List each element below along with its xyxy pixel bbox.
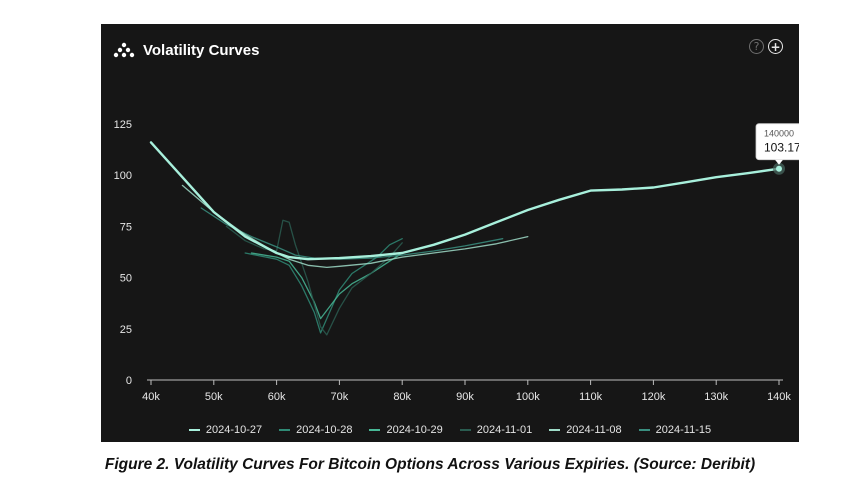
x-tick-label: 50k xyxy=(205,391,223,403)
legend-label: 2024-10-29 xyxy=(386,424,443,436)
header-icons: ? + xyxy=(749,39,783,54)
y-tick-label: 25 xyxy=(120,324,132,336)
plus-circle-icon[interactable]: + xyxy=(768,39,783,54)
x-tick-label: 70k xyxy=(331,391,349,403)
tooltip-pointer xyxy=(775,159,783,165)
legend-swatch xyxy=(638,429,650,431)
x-tick-label: 140k xyxy=(767,391,791,403)
x-tick-label: 110k xyxy=(579,391,603,403)
legend-item-2024-11-08[interactable]: 2024-11-08 xyxy=(549,424,622,436)
series-line-2024-10-28[interactable] xyxy=(244,238,403,334)
legend-swatch xyxy=(188,429,200,431)
legend-item-2024-10-27[interactable]: 2024-10-27 xyxy=(188,424,263,436)
panel-header: Volatility Curves xyxy=(113,38,259,62)
series-line-2024-10-27[interactable] xyxy=(149,141,781,261)
hover-point[interactable] xyxy=(776,165,782,172)
tooltip-value: 103.17 xyxy=(764,141,799,155)
x-axis: 40k 50k 60k 70k 80k 90k 100k 110k 120k 130k 140k xyxy=(142,379,791,403)
legend-label: 2024-10-27 xyxy=(205,424,263,436)
hover-tooltip: 140000 103.17 xyxy=(755,123,799,175)
legend-item-2024-11-15[interactable]: 2024-11-15 xyxy=(638,424,712,436)
y-tick-label: 50 xyxy=(120,273,132,285)
x-tick-label: 130k xyxy=(704,391,728,403)
triangle-dots-logo-icon xyxy=(113,42,135,58)
x-tick-label: 60k xyxy=(268,391,286,403)
y-tick-label: 100 xyxy=(114,170,132,182)
y-axis: 0 25 50 75 100 125 xyxy=(114,119,132,387)
chart-plot-area: 0 25 50 75 100 125 40k 50k 60k 70k 80k 90k 100k 110k… xyxy=(114,119,799,403)
y-tick-label: 75 xyxy=(120,221,132,233)
tooltip-label: 140000 xyxy=(764,129,794,139)
legend-item-2024-11-01[interactable]: 2024-11-01 xyxy=(459,424,533,436)
question-circle-icon[interactable]: ? xyxy=(749,39,764,54)
x-tick-label: 80k xyxy=(393,391,411,403)
legend-item-2024-10-28[interactable]: 2024-10-28 xyxy=(279,424,352,436)
x-tick-label: 40k xyxy=(142,391,160,403)
x-tick-label: 100k xyxy=(516,391,540,403)
series-line-2024-11-15[interactable] xyxy=(200,207,504,260)
legend-swatch xyxy=(369,429,381,431)
legend-swatch xyxy=(459,429,471,431)
chart-legend: 2024-10-27 2024-10-28 2024-10-29 2024-11-01… xyxy=(101,424,799,436)
series-line-2024-10-29[interactable] xyxy=(250,252,403,320)
x-tick-label: 90k xyxy=(456,391,474,403)
y-tick-label: 125 xyxy=(114,119,132,131)
y-tick-label: 0 xyxy=(126,375,132,387)
volatility-chart-panel: Volatility Curves ? + 0 25 50 75 100 125 40k 5… xyxy=(101,24,799,442)
x-tick-label: 120k xyxy=(641,391,665,403)
series-lines xyxy=(149,141,781,336)
legend-swatch xyxy=(279,429,291,431)
legend-label: 2024-10-28 xyxy=(296,424,353,436)
legend-label: 2024-11-01 xyxy=(476,424,533,436)
series-line-2024-11-08[interactable] xyxy=(181,184,529,269)
figure-caption: Figure 2. Volatility Curves For Bitcoin … xyxy=(104,456,756,473)
legend-label: 2024-11-08 xyxy=(566,424,622,436)
legend-swatch xyxy=(549,429,561,431)
chart-title: Volatility Curves xyxy=(143,41,260,59)
legend-item-2024-10-29[interactable]: 2024-10-29 xyxy=(369,424,443,436)
legend-label: 2024-11-15 xyxy=(655,424,712,436)
